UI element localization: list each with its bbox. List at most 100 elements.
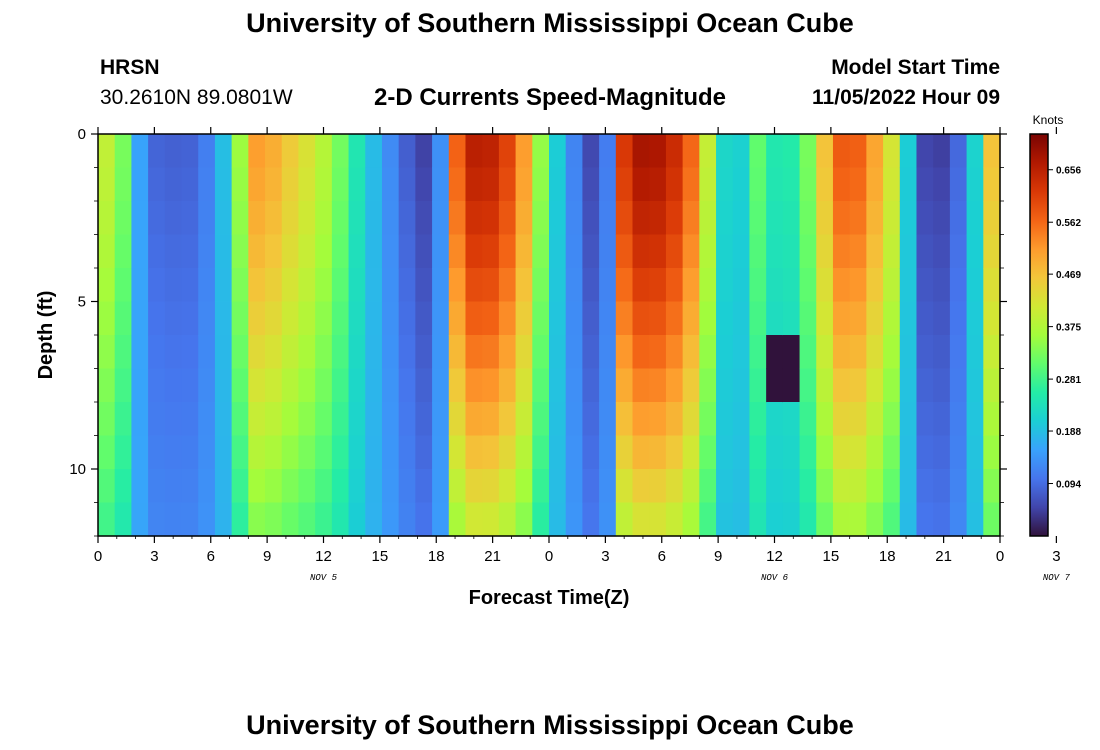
heatmap-cell bbox=[615, 268, 634, 303]
station-coordinates: 30.2610N 89.0801W bbox=[100, 86, 293, 109]
heatmap-cell bbox=[465, 335, 483, 370]
heatmap-cell bbox=[315, 167, 333, 202]
heatmap-cell bbox=[448, 402, 467, 437]
heatmap-cell bbox=[448, 435, 467, 470]
heatmap-cell bbox=[281, 435, 300, 470]
heatmap-cell bbox=[515, 234, 533, 269]
heatmap-cell bbox=[148, 402, 166, 437]
heatmap-cell bbox=[532, 368, 550, 403]
heatmap-cell bbox=[348, 435, 366, 470]
heatmap-cell bbox=[265, 134, 283, 169]
heatmap-cell bbox=[315, 134, 333, 169]
heatmap-cell bbox=[849, 234, 867, 269]
x-tick-label: 18 bbox=[428, 548, 445, 565]
heatmap-cell bbox=[983, 368, 1001, 403]
heatmap-cell bbox=[732, 335, 751, 370]
heatmap-cell bbox=[899, 268, 918, 303]
heatmap-cell bbox=[281, 268, 300, 303]
heatmap-cell bbox=[766, 402, 784, 437]
heatmap-cell bbox=[899, 167, 918, 202]
heatmap-cell bbox=[949, 234, 968, 269]
heatmap-cell bbox=[515, 301, 533, 336]
heatmap-cell bbox=[381, 469, 400, 504]
heatmap-cell bbox=[966, 402, 984, 437]
heatmap-cell bbox=[732, 167, 751, 202]
heatmap-cell bbox=[549, 268, 567, 303]
heatmap-cell bbox=[98, 502, 116, 537]
heatmap-cell bbox=[599, 301, 617, 336]
heatmap-cell bbox=[949, 301, 968, 336]
heatmap-cell bbox=[832, 201, 851, 236]
heatmap-cell bbox=[181, 167, 199, 202]
heatmap-cell bbox=[281, 301, 300, 336]
heatmap-cell bbox=[248, 435, 266, 470]
heatmap-cell bbox=[766, 167, 784, 202]
model-start-value: 11/05/2022 Hour 09 bbox=[812, 86, 1000, 109]
heatmap-cell bbox=[649, 402, 667, 437]
heatmap-cell bbox=[448, 167, 467, 202]
heatmap-cell bbox=[599, 201, 617, 236]
heatmap-cell bbox=[482, 301, 500, 336]
heatmap-cell bbox=[732, 502, 751, 537]
heatmap-cell bbox=[265, 502, 283, 537]
heatmap-cell bbox=[832, 268, 851, 303]
heatmap-cell bbox=[381, 201, 400, 236]
heatmap-cell bbox=[849, 402, 867, 437]
heatmap-cell bbox=[699, 502, 717, 537]
heatmap-cell bbox=[799, 234, 817, 269]
heatmap-cell bbox=[565, 368, 583, 403]
heatmap-cell bbox=[398, 502, 416, 537]
heatmap-cell bbox=[398, 201, 416, 236]
heatmap-cell bbox=[799, 368, 817, 403]
heatmap-cell bbox=[214, 268, 233, 303]
heatmap-cell bbox=[415, 368, 433, 403]
heatmap-cell bbox=[164, 201, 183, 236]
heatmap-cell bbox=[348, 201, 366, 236]
heatmap-cell bbox=[899, 301, 918, 336]
heatmap-cell bbox=[381, 368, 400, 403]
heatmap-cell bbox=[98, 402, 116, 437]
heatmap-cell bbox=[632, 335, 650, 370]
heatmap-cell bbox=[615, 502, 634, 537]
heatmap-cell bbox=[365, 469, 383, 504]
heatmap-cell bbox=[448, 469, 467, 504]
heatmap-cell bbox=[315, 335, 333, 370]
heatmap-cell bbox=[565, 134, 583, 169]
heatmap-cell bbox=[682, 167, 700, 202]
heatmap-cell bbox=[415, 234, 433, 269]
heatmap-cell bbox=[298, 201, 316, 236]
heatmap-cell bbox=[231, 201, 249, 236]
heatmap-cell bbox=[782, 435, 801, 470]
heatmap-cell bbox=[148, 134, 166, 169]
heatmap-cell bbox=[448, 134, 467, 169]
heatmap-cell bbox=[448, 368, 467, 403]
heatmap-cell bbox=[315, 402, 333, 437]
heatmap-cell bbox=[749, 435, 767, 470]
heatmap-cell bbox=[983, 502, 1001, 537]
heatmap-cell bbox=[198, 368, 216, 403]
heatmap-cell bbox=[281, 335, 300, 370]
heatmap-cell bbox=[682, 469, 700, 504]
heatmap-cell bbox=[432, 502, 450, 537]
heatmap-cell bbox=[164, 368, 183, 403]
heatmap-cell bbox=[899, 402, 918, 437]
heatmap-cell bbox=[866, 402, 884, 437]
heatmap-cell bbox=[766, 268, 784, 303]
heatmap-cell bbox=[181, 234, 199, 269]
heatmap-cell bbox=[933, 502, 951, 537]
heatmap-cell bbox=[432, 268, 450, 303]
heatmap-cell bbox=[949, 502, 968, 537]
heatmap-cell bbox=[849, 469, 867, 504]
heatmap-cell bbox=[515, 402, 533, 437]
heatmap-cell bbox=[465, 502, 483, 537]
heatmap-cell bbox=[398, 301, 416, 336]
heatmap-cell bbox=[98, 167, 116, 202]
heatmap-cell bbox=[532, 335, 550, 370]
heatmap-cell bbox=[615, 134, 634, 169]
heatmap-cell bbox=[465, 435, 483, 470]
y-tick-label: 0 bbox=[78, 126, 86, 143]
heatmap-cell bbox=[181, 301, 199, 336]
heatmap-cell bbox=[198, 201, 216, 236]
heatmap-cell bbox=[832, 368, 851, 403]
heatmap-cell bbox=[98, 469, 116, 504]
